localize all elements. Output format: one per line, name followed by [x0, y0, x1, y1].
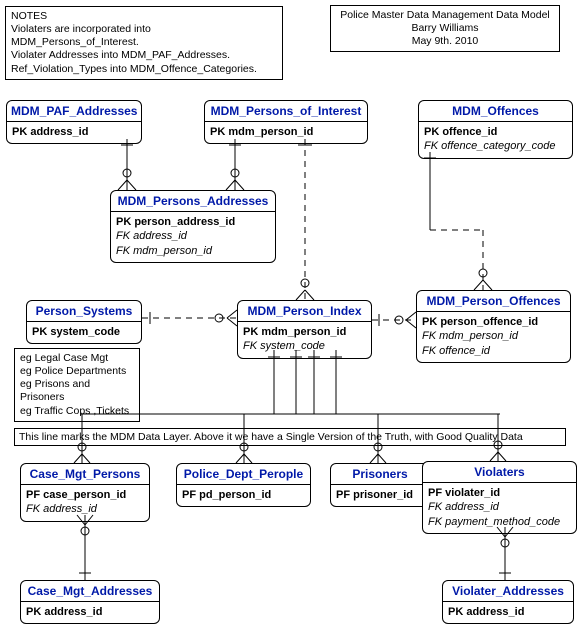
entity-title: Case_Mgt_Addresses [21, 581, 159, 602]
entity-title: Person_Systems [27, 301, 141, 322]
entity-persons-addresses: MDM_Persons_Addresses PK person_address_… [110, 190, 276, 263]
pk: PK person_offence_id [422, 316, 538, 328]
fk1: FK address_id [116, 230, 187, 242]
entity-violaters: Violaters PF violater_id FK address_id F… [422, 461, 577, 534]
entity-title: MDM_PAF_Addresses [7, 101, 141, 122]
entity-case-addresses: Case_Mgt_Addresses PK address_id [20, 580, 160, 624]
pk: PK address_id [26, 606, 102, 618]
title: Police Master Data Management Data Model [340, 9, 550, 21]
notes-heading: NOTES [11, 10, 47, 22]
notes-line3: Ref_Violation_Types into MDM_Offence_Cat… [11, 63, 257, 75]
ex-l1: eg Legal Case Mgt [20, 352, 108, 364]
fk2: FK offence_id [422, 345, 490, 357]
ex-l3: eg Prisons and Prisoners [20, 378, 90, 403]
ex-l2: eg Police Departments [20, 365, 126, 377]
entity-title: MDM_Persons_Addresses [111, 191, 275, 212]
entity-title: Violaters [423, 462, 576, 483]
date: May 9th. 2010 [412, 35, 479, 47]
entity-title: Prisoners [331, 464, 429, 485]
examples-box: eg Legal Case Mgt eg Police Departments … [14, 348, 140, 422]
entity-person-index: MDM_Person_Index PK mdm_person_id FK sys… [237, 300, 372, 359]
pf: PF violater_id [428, 487, 500, 499]
fk1: FK offence_category_code [424, 140, 555, 152]
pk: PK person_address_id [116, 216, 235, 228]
fk1: FK address_id [26, 503, 97, 515]
author: Barry Williams [411, 22, 478, 34]
entity-persons-of-interest: MDM_Persons_of_Interest PK mdm_person_id [204, 100, 368, 144]
entity-case-persons: Case_Mgt_Persons PF case_person_id FK ad… [20, 463, 150, 522]
pk: PK address_id [448, 606, 524, 618]
entity-title: MDM_Offences [419, 101, 572, 122]
entity-person-systems: Person_Systems PK system_code [26, 300, 142, 344]
ex-l4: eg Traffic Cops ,Tickets [20, 405, 129, 417]
entity-paf-addresses: MDM_PAF_Addresses PK address_id [6, 100, 142, 144]
entity-title: MDM_Persons_of_Interest [205, 101, 367, 122]
pf: PF case_person_id [26, 489, 126, 501]
pk: PK mdm_person_id [210, 126, 313, 138]
fk1: FK address_id [428, 501, 499, 513]
entity-person-offences: MDM_Person_Offences PK person_offence_id… [416, 290, 571, 363]
entity-violater-addresses: Violater_Addresses PK address_id [442, 580, 574, 624]
entity-prisoners: Prisoners PF prisoner_id [330, 463, 430, 507]
pk: PK address_id [12, 126, 88, 138]
pk: PK system_code [32, 326, 120, 338]
pk: PK offence_id [424, 126, 497, 138]
notes-box: NOTES Violaters are incorporated into MD… [5, 6, 283, 80]
entity-title: Police_Dept_Perople [177, 464, 310, 485]
title-box: Police Master Data Management Data Model… [330, 5, 560, 52]
notes-line2: Violater Addresses into MDM_PAF_Addresse… [11, 49, 230, 61]
layer-divider-text: This line marks the MDM Data Layer. Abov… [14, 428, 566, 446]
pk: PK mdm_person_id [243, 326, 346, 338]
entity-offences: MDM_Offences PK offence_id FK offence_ca… [418, 100, 573, 159]
entity-title: MDM_Person_Index [238, 301, 371, 322]
fk2: FK mdm_person_id [116, 245, 212, 257]
entity-police-people: Police_Dept_Perople PF pd_person_id [176, 463, 311, 507]
pf: PF prisoner_id [336, 489, 413, 501]
fk1: FK system_code [243, 340, 325, 352]
entity-title: Case_Mgt_Persons [21, 464, 149, 485]
entity-title: Violater_Addresses [443, 581, 573, 602]
entity-title: MDM_Person_Offences [417, 291, 570, 312]
notes-line1: Violaters are incorporated into MDM_Pers… [11, 23, 151, 48]
pf: PF pd_person_id [182, 489, 271, 501]
fk2: FK payment_method_code [428, 516, 560, 528]
fk1: FK mdm_person_id [422, 330, 518, 342]
